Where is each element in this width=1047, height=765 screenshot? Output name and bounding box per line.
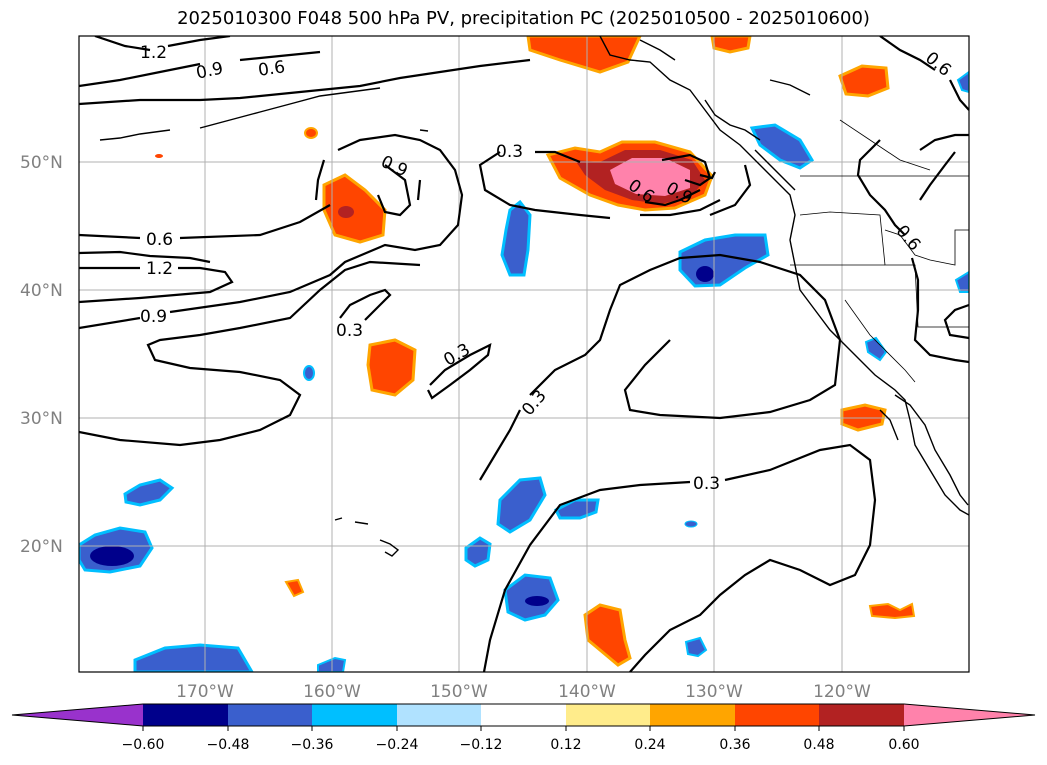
precip-negative [79, 70, 969, 672]
colorbar-extend-high [904, 704, 1035, 726]
lon-labels: 170°W 160°W 150°W 140°W 130°W 120°W [176, 682, 871, 702]
colorbar-segment [819, 704, 904, 726]
colorbar-segment [650, 704, 735, 726]
colorbar-tick: −0.60 [122, 737, 165, 753]
colorbar-tick: 0.60 [888, 737, 919, 753]
contour-label: 0.3 [693, 474, 720, 494]
lat-labels: 50°N 40°N 30°N 20°N [20, 153, 63, 557]
colorbar-segment [143, 704, 228, 726]
lat-label: 40°N [20, 281, 63, 301]
colorbar-tick: −0.48 [207, 737, 250, 753]
colorbar-tick: −0.36 [291, 737, 334, 753]
lon-label: 130°W [685, 682, 743, 702]
contour-label: 0.3 [496, 142, 523, 162]
contour-label: 0.9 [140, 307, 167, 327]
colorbar-segment [312, 704, 397, 726]
lon-label: 150°W [430, 682, 488, 702]
colorbar-tick: −0.24 [376, 737, 419, 753]
colorbar-extend-low [12, 704, 143, 726]
lat-label: 20°N [20, 537, 63, 557]
map-frame [78, 35, 970, 673]
lon-label: 140°W [558, 682, 616, 702]
colorbar-segment [735, 704, 819, 726]
pv-contours [79, 36, 969, 672]
map-area: 1.2 0.9 0.6 0.9 0.6 1.2 0.9 0.3 0.3 0.3 … [79, 36, 969, 672]
gridlines [79, 36, 969, 672]
colorbar-tick: 0.12 [550, 737, 581, 753]
colorbar-segment [481, 704, 566, 726]
colorbar-segment [566, 704, 650, 726]
lat-label: 50°N [20, 153, 63, 173]
borders [790, 119, 969, 383]
lat-label: 30°N [20, 409, 63, 429]
colorbar-tick: 0.24 [634, 737, 665, 753]
lon-label: 160°W [303, 682, 361, 702]
lon-label: 170°W [176, 682, 234, 702]
colorbar-tick: −0.12 [460, 737, 503, 753]
contour-label: 0.6 [257, 57, 287, 81]
colorbar-tick: 0.48 [803, 737, 834, 753]
lon-label: 120°W [813, 682, 871, 702]
contour-label: 1.2 [146, 259, 173, 279]
map-title: 2025010300 F048 500 hPa PV, precipitatio… [177, 8, 870, 29]
colorbar-segment [397, 704, 481, 726]
contour-label: 1.2 [140, 43, 167, 63]
colorbar: −0.60 −0.48 −0.36 −0.24 −0.12 0.12 0.24 … [11, 703, 1036, 753]
colorbar-segment [228, 704, 312, 726]
contour-label: 0.3 [336, 321, 363, 341]
colorbar-tick: 0.36 [719, 737, 750, 753]
contour-label: 0.6 [146, 230, 173, 250]
